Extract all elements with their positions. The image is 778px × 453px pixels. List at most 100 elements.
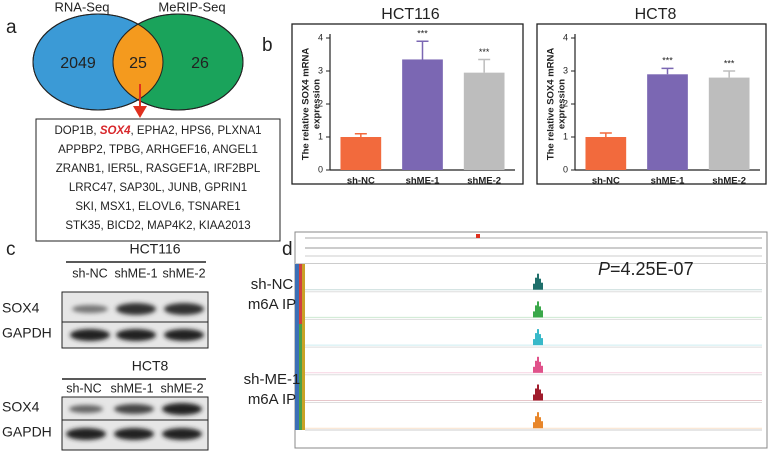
- error-bar: [354, 132, 367, 137]
- peak: [541, 338, 543, 346]
- bar: [708, 77, 750, 170]
- venn: RNA-Seq MeRIP-Seq 2049 25 26: [32, 0, 244, 118]
- western-blot: HCT116 sh-NC shME-1 shME-2 SOX4 GAPDH HC…: [2, 241, 209, 451]
- significance-label: ***: [479, 47, 490, 57]
- peak: [539, 306, 541, 318]
- peak: [537, 384, 539, 401]
- gene-line: DOP1B, SOX4, EPHA2, HPS6, PLXNA1: [54, 125, 261, 137]
- error-bar: [478, 58, 491, 73]
- gene-box: [35, 118, 281, 242]
- track-label: sh-ME-1: [244, 371, 301, 388]
- gene-list: DOP1B, SOX4, EPHA2, HPS6, PLXNA1 APPBP2,…: [54, 125, 261, 232]
- significance-label: ***: [662, 56, 673, 66]
- peak: [535, 305, 537, 318]
- blot-title: HCT8: [132, 358, 169, 374]
- p-value: P=4.25E-07: [598, 259, 694, 279]
- peak: [537, 356, 539, 373]
- lane-label: shME-2: [160, 381, 203, 395]
- y-tick-label: 2: [563, 98, 568, 108]
- lane-label: shME-1: [114, 266, 157, 280]
- peak: [533, 422, 535, 429]
- x-tick-label: sh-NC: [347, 176, 375, 187]
- peak: [541, 421, 543, 429]
- peak: [539, 361, 541, 373]
- peak: [537, 273, 539, 290]
- bar: [340, 137, 382, 170]
- venn-set-label: MeRIP-Seq: [158, 0, 225, 14]
- error-bar: [723, 70, 736, 78]
- peak: [533, 394, 535, 401]
- peak: [541, 310, 543, 318]
- lane-label: sh-NC: [72, 266, 107, 280]
- y-tick-label: 1: [563, 131, 568, 141]
- error-bar: [599, 132, 612, 137]
- peak: [539, 389, 541, 401]
- y-tick-label: 4: [318, 32, 323, 42]
- peak: [535, 277, 537, 290]
- blot-row-label: SOX4: [2, 300, 40, 316]
- panel-label: d: [282, 239, 293, 260]
- error-bar: [416, 40, 429, 60]
- venn-count: 26: [191, 55, 209, 72]
- gene-text: , EPHA2, HPS6, PLXNA1: [131, 125, 262, 137]
- y-axis-label: The relative SOX4 mRNA: [546, 48, 557, 161]
- gene-line: ZRANB1, IER5L, RASGEF1A, IRF2BPL: [56, 163, 261, 175]
- venn-set-label: RNA-Seq: [55, 0, 110, 14]
- gene-line: LRRC47, SAP30L, JUNB, GPRIN1: [69, 182, 247, 194]
- peak: [541, 365, 543, 373]
- chart-frame: [536, 23, 767, 185]
- highlight-gene: SOX4: [100, 125, 131, 137]
- peak: [539, 334, 541, 346]
- x-tick-label: shME-2: [712, 176, 746, 187]
- peak: [535, 416, 537, 429]
- y-tick-label: 1: [318, 131, 323, 141]
- x-tick-label: shME-1: [651, 176, 686, 187]
- y-axis-label: The relative SOX4 mRNA: [301, 48, 312, 161]
- significance-label: ***: [724, 58, 735, 68]
- y-axis-label: expression: [557, 79, 568, 129]
- blot-title: HCT116: [129, 241, 180, 257]
- lane-label: sh-NC: [66, 381, 101, 395]
- gene-line: STK35, BICD2, MAP4K2, KIAA2013: [65, 220, 250, 232]
- peak: [537, 329, 539, 346]
- significance-label: ***: [417, 29, 428, 39]
- y-tick-label: 3: [563, 65, 568, 75]
- x-tick-label: sh-NC: [592, 176, 620, 187]
- y-tick-label: 2: [318, 98, 323, 108]
- peak: [533, 283, 535, 290]
- peak: [535, 360, 537, 373]
- lane-label: shME-1: [110, 381, 153, 395]
- blot-row-label: SOX4: [2, 399, 40, 415]
- peak: [533, 339, 535, 346]
- panel-label: b: [262, 35, 273, 56]
- blot-row-label: GAPDH: [2, 325, 52, 341]
- lane-label: shME-2: [162, 266, 205, 280]
- peak: [539, 278, 541, 290]
- bar: [585, 137, 627, 170]
- y-tick-label: 0: [318, 164, 323, 174]
- peak: [535, 388, 537, 401]
- y-tick-label: 0: [563, 164, 568, 174]
- x-tick-label: shME-2: [467, 176, 501, 187]
- peak: [537, 412, 539, 429]
- track-label: m6A IP: [248, 391, 296, 408]
- venn-count: 2049: [60, 55, 96, 72]
- bar: [463, 72, 505, 170]
- peak: [535, 333, 537, 346]
- gene-line: SKI, MSX1, ELOVL6, TSNARE1: [75, 201, 240, 213]
- p-text: =4.25E-07: [610, 259, 694, 279]
- chart-title: HCT116: [381, 6, 439, 23]
- gene-line: APPBP2, TPBG, ARHGEF16, ANGEL1: [58, 144, 258, 156]
- panel-label: c: [6, 239, 16, 260]
- x-tick-label: shME-1: [406, 176, 441, 187]
- blot-row-label: GAPDH: [2, 424, 52, 440]
- peak: [541, 282, 543, 290]
- y-axis-label: expression: [312, 79, 323, 129]
- bar: [402, 59, 443, 171]
- peak: [539, 417, 541, 429]
- y-tick-label: 3: [318, 65, 323, 75]
- gene-text: DOP1B,: [54, 125, 99, 137]
- track-label: m6A IP: [248, 296, 296, 313]
- chart-title: HCT8: [635, 6, 677, 23]
